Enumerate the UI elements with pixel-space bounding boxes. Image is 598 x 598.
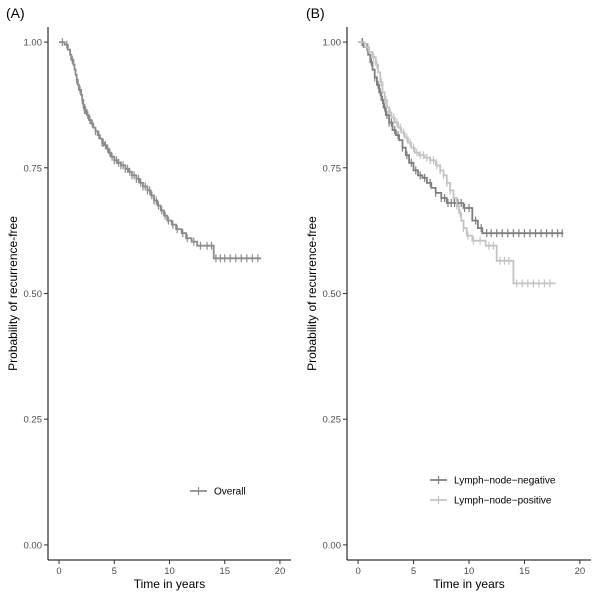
survival-curve	[358, 41, 556, 285]
legend-label: Lymph−node−positive	[454, 496, 552, 507]
x-tick-label: 0	[355, 566, 360, 577]
x-tick-label: 10	[164, 566, 175, 577]
x-tick-label: 20	[275, 566, 286, 577]
y-tick-label: 0.75	[323, 163, 342, 174]
panel-a: (A) 0.00 0.25 0.50 0.75 1.00 0 5 10 15 20 Time in y…	[6, 5, 291, 591]
x-tick-label: 5	[112, 566, 117, 577]
panel-b: (B) 0.00 0.25 0.50 0.75 1.00 0 5 10 15 20 Time in y…	[305, 5, 591, 591]
x-tick-label: 15	[219, 566, 230, 577]
y-tick-label: 0.00	[323, 540, 342, 551]
survival-curve	[59, 41, 262, 260]
legend-item: Lymph−node−negative	[430, 476, 556, 487]
x-tick-label: 20	[575, 566, 586, 577]
x-axis-title: Time in years	[134, 577, 206, 591]
y-tick-label: 1.00	[24, 38, 43, 49]
legend-label: Lymph−node−negative	[454, 476, 556, 487]
x-tick-label: 10	[464, 566, 475, 577]
legend-label: Overall	[214, 487, 246, 498]
legend-item: Overall	[190, 487, 246, 498]
y-tick-label: 0.25	[24, 415, 43, 426]
series-0	[358, 38, 564, 238]
y-tick-label: 0.25	[323, 415, 342, 426]
series-0	[59, 38, 262, 263]
series-1	[358, 38, 556, 288]
x-tick-label: 0	[56, 566, 61, 577]
panel-label: (A)	[6, 5, 25, 21]
y-axis-title: Probability of recurrence-free	[305, 216, 319, 371]
x-tick-label: 5	[411, 566, 416, 577]
y-tick-label: 1.00	[323, 38, 342, 49]
y-tick-label: 0.75	[24, 163, 43, 174]
x-tick-label: 15	[519, 566, 530, 577]
y-tick-label: 0.00	[24, 540, 43, 551]
panel-label: (B)	[306, 5, 325, 21]
y-axis-title: Probability of recurrence-free	[6, 216, 20, 371]
y-tick-label: 0.50	[323, 289, 342, 300]
legend-item: Lymph−node−positive	[430, 496, 552, 507]
y-tick-label: 0.50	[24, 289, 43, 300]
x-axis-title: Time in years	[433, 577, 505, 591]
